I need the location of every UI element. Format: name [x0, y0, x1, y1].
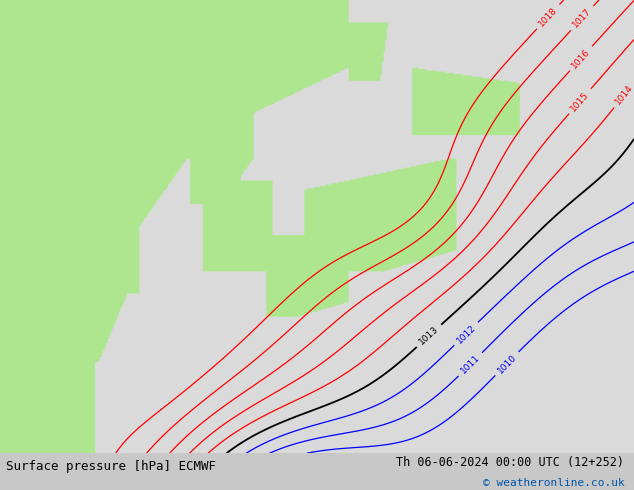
Text: 1011: 1011 [459, 353, 482, 376]
Text: 1014: 1014 [614, 83, 634, 106]
Text: 1015: 1015 [569, 90, 591, 113]
Text: 1012: 1012 [455, 322, 477, 345]
Text: © weatheronline.co.uk: © weatheronline.co.uk [482, 478, 624, 488]
Text: 1016: 1016 [570, 47, 592, 70]
Text: Th 06-06-2024 00:00 UTC (12+252): Th 06-06-2024 00:00 UTC (12+252) [396, 456, 624, 469]
Text: 1010: 1010 [496, 352, 518, 375]
Text: 1018: 1018 [537, 5, 559, 28]
Text: 1017: 1017 [571, 7, 593, 30]
Text: Surface pressure [hPa] ECMWF: Surface pressure [hPa] ECMWF [6, 460, 216, 473]
Text: 1013: 1013 [418, 325, 441, 347]
